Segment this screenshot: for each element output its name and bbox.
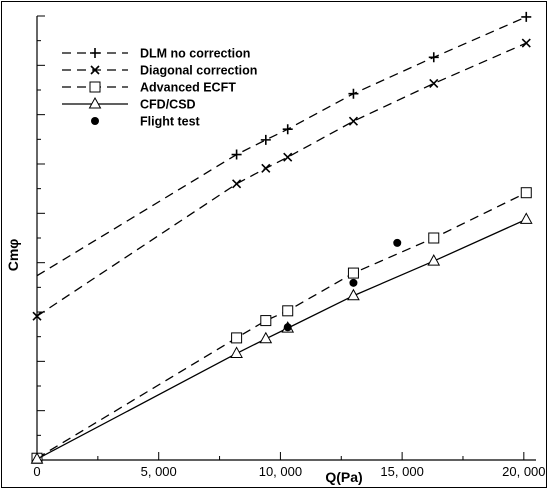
- legend-marker: [90, 65, 100, 75]
- data-point: [32, 311, 42, 321]
- x-axis: 0 5, 000 10, 000 15, 000 20, 000: [33, 452, 546, 479]
- data-point: [260, 315, 272, 327]
- data-point: [428, 232, 440, 244]
- data-point: [521, 38, 531, 48]
- legend-label: CFD/CSD: [140, 98, 196, 112]
- x-tick-label: 20, 000: [502, 464, 545, 479]
- data-point: [231, 149, 242, 160]
- legend-marker: [91, 117, 99, 125]
- x-tick-label: 5, 000: [141, 464, 177, 479]
- data-point: [348, 116, 359, 126]
- data-point: [230, 346, 243, 358]
- legend-entry: DLM no correction: [62, 47, 250, 61]
- data-point: [282, 305, 294, 317]
- data-point: [259, 331, 273, 344]
- series-line: [36, 16, 527, 277]
- legend-entry: Flight test: [91, 115, 201, 129]
- x-tick-label: 15, 000: [380, 464, 423, 479]
- data-point: [349, 278, 358, 287]
- data-point: [347, 267, 359, 279]
- series-line: [36, 218, 527, 460]
- y-axis: [36, 15, 45, 461]
- series-line: [36, 42, 527, 317]
- legend-label: Diagonal correction: [140, 64, 257, 78]
- data-point: [283, 323, 292, 332]
- data-point: [427, 254, 441, 266]
- data-point: [261, 163, 271, 173]
- data-point: [283, 152, 293, 162]
- x-tick-label: 10, 000: [259, 464, 302, 479]
- data-point: [231, 332, 243, 344]
- series-1: [32, 38, 531, 321]
- data-point: [260, 134, 271, 145]
- series-3: [30, 212, 533, 464]
- data-point: [428, 52, 439, 63]
- series-4: [283, 238, 402, 332]
- x-axis-title: Q(Pa): [325, 469, 362, 485]
- data-point: [429, 78, 439, 89]
- legend-marker: [90, 48, 100, 58]
- legend-label: Advanced ECFT: [140, 81, 236, 95]
- data-point: [282, 124, 293, 135]
- legend-entry: CFD/CSD: [62, 96, 196, 112]
- legend-entry: Advanced ECFT: [62, 81, 236, 95]
- legend-label: Flight test: [140, 115, 201, 129]
- data-point: [30, 452, 44, 464]
- data-point: [232, 179, 242, 189]
- y-axis-title: Cmφ: [5, 239, 21, 272]
- data-point: [393, 238, 402, 247]
- series-line: [36, 192, 527, 459]
- legend-label: DLM no correction: [140, 47, 250, 61]
- legend-entry: Diagonal correction: [62, 64, 257, 78]
- legend: DLM no correction Diagonal correction Adva…: [62, 47, 257, 129]
- data-point: [519, 212, 533, 224]
- data-point: [348, 88, 359, 99]
- data-point: [347, 288, 360, 301]
- x-tick-label: 0: [33, 464, 40, 479]
- series-0: [36, 11, 532, 277]
- legend-marker: [88, 96, 102, 109]
- data-point: [521, 11, 532, 22]
- data-point: [520, 187, 532, 199]
- series-layer: [30, 11, 533, 464]
- legend-marker: [89, 81, 101, 93]
